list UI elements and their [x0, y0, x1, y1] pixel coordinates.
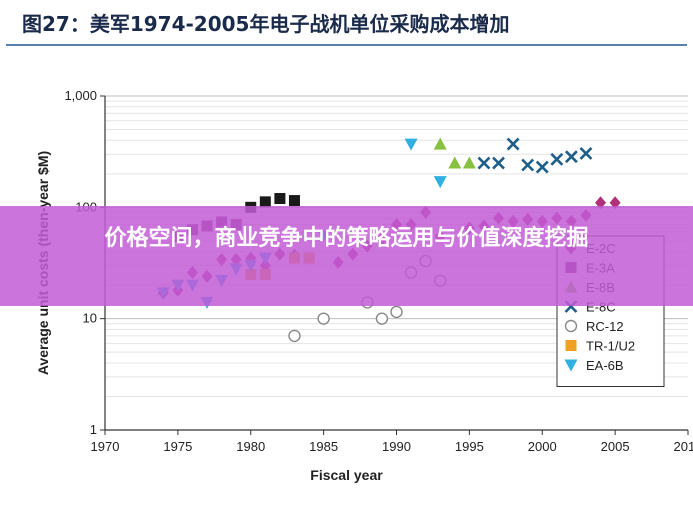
banner-text: 价格空间，商业竞争中的策略运用与价值深度挖掘: [104, 226, 589, 251]
x-tick-label: 1980: [236, 439, 265, 454]
legend-marker: [564, 319, 578, 333]
y-tick-label: 1,000: [64, 88, 97, 103]
header-divider: [6, 44, 687, 46]
data-point-ea-6b: [433, 176, 447, 189]
legend-marker: [564, 359, 578, 372]
y-tick-label: 1: [90, 422, 97, 437]
data-point-e-8c: [477, 156, 491, 170]
data-point-rc-12: [288, 329, 301, 343]
data-point-unlabeled-7: [288, 195, 300, 207]
x-tick-label: 2010: [674, 439, 693, 454]
data-point-e-8b: [462, 156, 476, 169]
data-point-e-8c: [550, 152, 564, 166]
header: 图27：美军1974-2005年电子战机单位采购成本增加: [0, 0, 693, 46]
legend-label: TR-1/U2: [586, 339, 635, 354]
data-point-rc-12: [317, 312, 330, 325]
x-tick-label: 2000: [528, 439, 557, 454]
data-point-e-2c: [595, 196, 607, 210]
data-point-e-8c: [535, 160, 549, 174]
data-point-e-2c: [609, 196, 621, 210]
x-tick-label: 2005: [601, 439, 630, 454]
data-point-unlabeled-7: [259, 196, 271, 208]
data-point-e-8c: [564, 150, 578, 164]
data-point-e-8c: [579, 146, 593, 160]
data-point-e-8c: [521, 158, 535, 172]
x-axis-title: Fiscal year: [310, 467, 383, 483]
data-point-rc-12: [375, 312, 389, 325]
x-tick-label: 1985: [309, 439, 338, 454]
x-tick-label: 1990: [382, 439, 411, 454]
x-tick-label: 1995: [455, 439, 484, 454]
page-title: 图27：美军1974-2005年电子战机单位采购成本增加: [22, 12, 510, 36]
data-point-e-8b: [433, 137, 447, 150]
x-tick-label: 1975: [163, 439, 192, 454]
data-point-e-8c: [492, 156, 505, 170]
legend-label: EA-6B: [586, 358, 624, 373]
data-point-ea-6b: [404, 138, 418, 151]
data-point-e-8b: [448, 156, 462, 169]
data-point-e-8c: [506, 137, 520, 151]
data-point-unlabeled-7: [274, 193, 286, 205]
data-point-rc-12: [390, 305, 403, 319]
y-tick-label: 10: [83, 311, 97, 326]
x-tick-label: 1970: [91, 439, 120, 454]
overlay-banner: 价格空间，商业竞争中的策略运用与价值深度挖掘: [0, 206, 693, 306]
legend-label: RC-12: [586, 319, 624, 334]
legend-marker: [565, 340, 577, 351]
